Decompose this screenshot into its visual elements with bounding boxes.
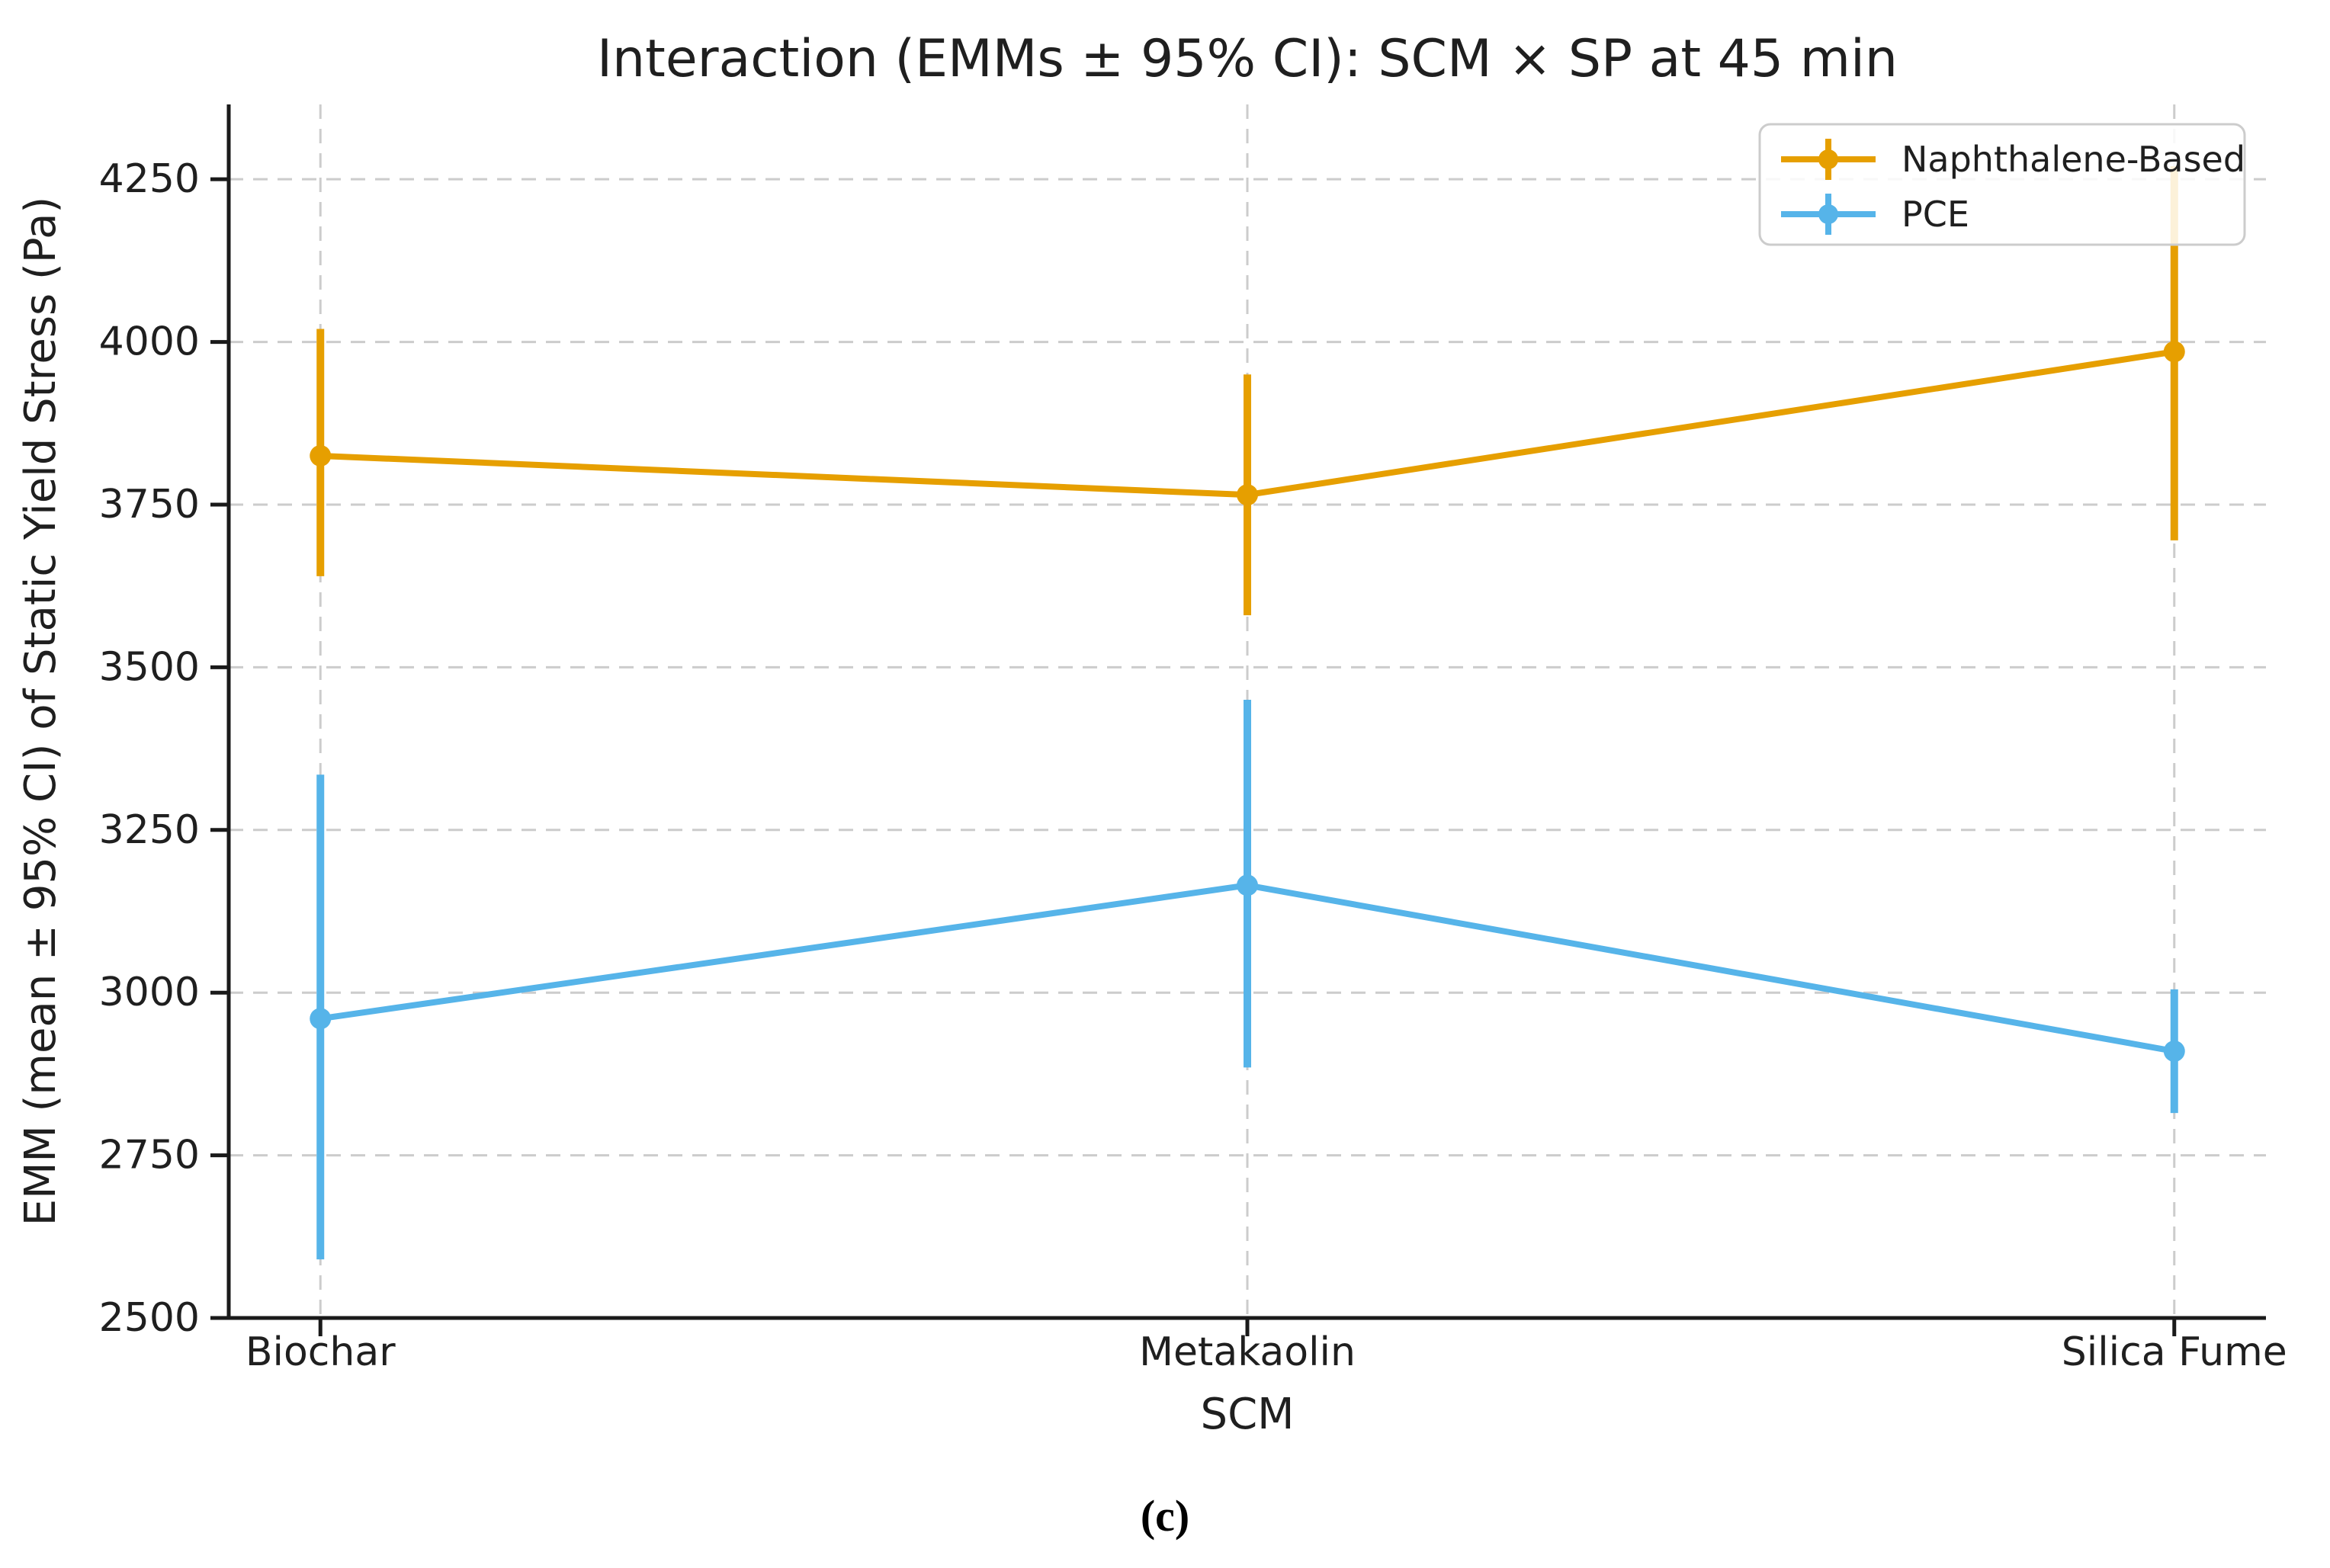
legend-marker-naphthalene-based — [1818, 149, 1838, 169]
y-tick-label-3250: 3250 — [99, 807, 200, 853]
data-point-pce-biochar — [310, 1008, 332, 1030]
data-point-pce-silica-fume — [2163, 1041, 2185, 1063]
y-tick-label-3500: 3500 — [99, 644, 200, 690]
y-tick-label-3000: 3000 — [99, 970, 200, 1015]
y-tick-label-4000: 4000 — [99, 319, 200, 365]
legend-layer: Naphthalene-Based PCE — [1758, 123, 2246, 246]
data-point-naphthalene-based-metakaolin — [1237, 484, 1258, 506]
x-tick-label-silica-fume: Silica Fume — [2062, 1329, 2287, 1375]
y-tick-label-2500: 2500 — [99, 1295, 200, 1341]
figure-caption: (c) — [1141, 1491, 1189, 1541]
data-point-naphthalene-based-biochar — [310, 444, 332, 467]
data-point-pce-metakaolin — [1237, 874, 1258, 896]
data-point-naphthalene-based-silica-fume — [2163, 341, 2185, 363]
series-layer — [310, 166, 2185, 1260]
chart-title: Interaction (EMMs ± 95% CI): SCM × SP at… — [597, 29, 1898, 89]
x-tick-label-biochar: Biochar — [246, 1329, 396, 1375]
y-tick-label-3750: 3750 — [99, 482, 200, 527]
x-tick-label-metakaolin: Metakaolin — [1139, 1329, 1356, 1375]
x-axis-title: SCM — [1201, 1390, 1295, 1439]
legend-box — [1758, 123, 2246, 246]
legend-label-pce: PCE — [1902, 194, 1969, 235]
y-tick-label-4250: 4250 — [99, 156, 200, 202]
legend-marker-pce — [1818, 204, 1838, 224]
y-axis-title: EMM (mean ± 95% CI) of Static Yield Stre… — [16, 197, 66, 1227]
legend-label-naphthalene-based: Naphthalene-Based — [1902, 139, 2245, 180]
axis-layer: 2500 2750 3000 3250 3500 3750 4000 4250 Biochar M… — [99, 104, 2287, 1375]
y-tick-label-2750: 2750 — [99, 1133, 200, 1178]
